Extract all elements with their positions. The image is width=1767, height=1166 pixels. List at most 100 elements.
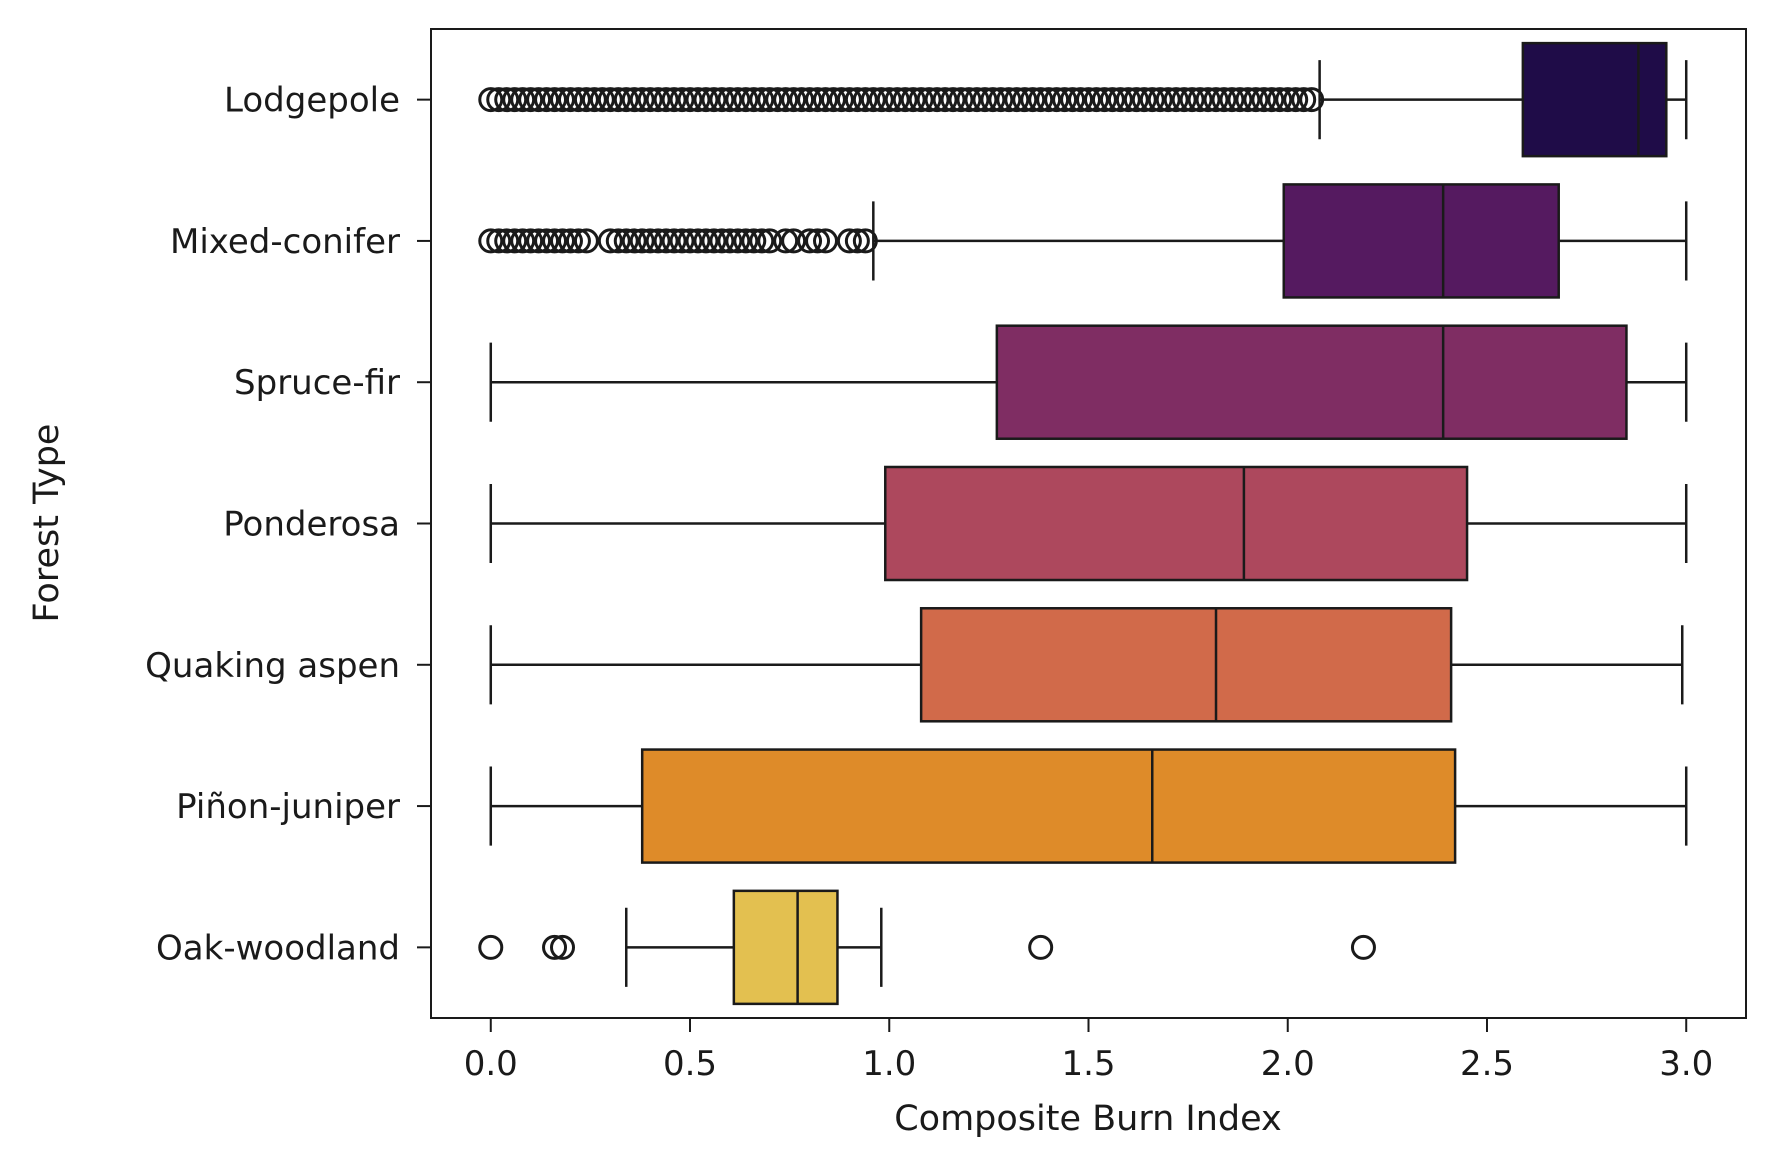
outlier-point [1131, 87, 1157, 113]
outlier-point [550, 228, 575, 254]
outlier-point [534, 87, 560, 113]
box-group [478, 41, 1688, 158]
outlier-point [645, 87, 671, 113]
outlier-point [502, 228, 528, 254]
outlier-point [653, 87, 679, 113]
outlier-point [892, 87, 918, 113]
outlier-point [972, 87, 998, 113]
outlier-point [964, 87, 990, 113]
outlier-point [709, 87, 735, 113]
outlier-point [661, 87, 687, 113]
outlier-point [557, 228, 583, 254]
outlier-point [693, 87, 719, 113]
outlier-point [757, 87, 783, 113]
outlier-point [852, 87, 878, 113]
outlier-point [653, 228, 679, 254]
outlier-point [1299, 87, 1325, 113]
y-tick-label: Piñon-juniper [176, 787, 400, 827]
box-iqr [919, 607, 1453, 723]
outlier-point [1107, 87, 1133, 113]
outlier-point [669, 87, 695, 113]
outlier-point [661, 228, 687, 254]
outlier-point [733, 87, 759, 113]
outlier-point [1044, 87, 1070, 113]
outlier-point [1052, 87, 1078, 113]
outlier-point [1028, 934, 1054, 960]
box-iqr [884, 465, 1469, 582]
outlier-point [773, 228, 799, 254]
outlier-point [1275, 87, 1301, 113]
outlier-point [725, 228, 751, 254]
outlier-point [701, 228, 727, 254]
outlier-point [733, 228, 759, 254]
outlier-point [621, 87, 647, 113]
outlier-point [526, 87, 552, 113]
outlier-point [908, 87, 934, 113]
outlier-point [1251, 87, 1277, 113]
outlier-point [1147, 87, 1173, 113]
outlier-point [542, 934, 568, 960]
ticks-layer: Lodgepole Mixed-conifer Spruce-fir Ponderos… [145, 81, 1713, 1084]
outlier-point [820, 87, 846, 113]
x-tick-label: 0.5 [663, 1044, 717, 1084]
outlier-point [1187, 87, 1213, 113]
outlier-point [813, 228, 838, 254]
outlier-point [1060, 87, 1086, 113]
outlier-point [1291, 87, 1317, 113]
outlier-point [1004, 87, 1030, 113]
outlier-point [1179, 87, 1205, 113]
outlier-point [765, 87, 791, 113]
outlier-point [542, 87, 568, 113]
x-axis-title: Composite Burn Index [894, 1099, 1282, 1139]
outlier-point [781, 87, 807, 113]
outlier-point [1163, 87, 1189, 113]
outlier-point [677, 87, 703, 113]
outlier-point [757, 228, 783, 254]
outlier-point [1171, 87, 1197, 113]
outlier-point [749, 228, 775, 254]
outlier-point [860, 87, 886, 113]
outlier-point [1155, 87, 1181, 113]
outlier-point [852, 228, 878, 254]
box-iqr [1521, 41, 1668, 158]
outlier-point [573, 228, 599, 254]
y-tick-label: Mixed-conifer [170, 222, 400, 262]
outlier-point [510, 228, 536, 254]
outlier-point [685, 228, 711, 254]
outlier-point [1259, 87, 1285, 113]
outlier-point [749, 87, 775, 113]
box-iqr [995, 324, 1628, 440]
outlier-point [494, 87, 520, 113]
outlier-point [956, 87, 982, 113]
outlier-point [940, 87, 966, 113]
outlier-point [486, 87, 512, 113]
outlier-point [741, 228, 767, 254]
outlier-point [1267, 87, 1293, 113]
outlier-point [486, 228, 512, 254]
x-tick-label: 0.0 [464, 1044, 518, 1084]
outlier-point [510, 87, 536, 113]
x-tick-label: 1.0 [862, 1044, 916, 1084]
x-tick-label: 2.5 [1460, 1044, 1514, 1084]
outlier-point [629, 228, 655, 254]
outlier-point [1091, 87, 1117, 113]
outlier-point [1227, 87, 1253, 113]
outlier-point [741, 87, 767, 113]
outlier-point [1123, 87, 1149, 113]
outlier-point [805, 87, 831, 113]
box-iqr [1282, 183, 1560, 299]
outlier-point [948, 87, 974, 113]
outlier-point [924, 87, 950, 113]
outlier-point [844, 228, 870, 254]
outlier-point [1068, 87, 1094, 113]
outlier-point [1350, 934, 1376, 960]
outlier-point [1099, 87, 1125, 113]
outlier-point [478, 934, 504, 960]
outlier-point [797, 87, 823, 113]
outlier-point [916, 87, 942, 113]
x-tick-label: 2.0 [1261, 1044, 1315, 1084]
outlier-point [1243, 87, 1269, 113]
outlier-point [605, 228, 631, 254]
y-tick-label: Ponderosa [223, 505, 400, 545]
boxes-layer [478, 41, 1688, 1006]
